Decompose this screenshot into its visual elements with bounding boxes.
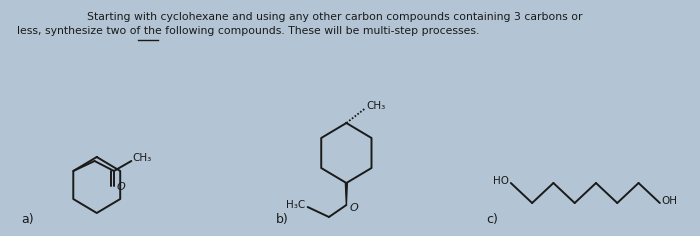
Text: O: O [349,203,358,213]
Text: c): c) [486,213,498,226]
Text: OH: OH [662,196,678,206]
Text: CH₃: CH₃ [132,153,152,163]
Text: less, synthesize two of the following compounds. These will be multi-step proces: less, synthesize two of the following co… [18,26,480,36]
Text: HO: HO [493,176,509,186]
Text: Starting with cyclohexane and using any other carbon compounds containing 3 carb: Starting with cyclohexane and using any … [87,12,582,22]
Text: H₃C: H₃C [286,200,306,210]
Text: CH₃: CH₃ [367,101,386,111]
Text: O: O [117,182,125,192]
Text: b): b) [276,213,288,226]
Polygon shape [345,183,347,205]
Text: a): a) [21,213,34,226]
